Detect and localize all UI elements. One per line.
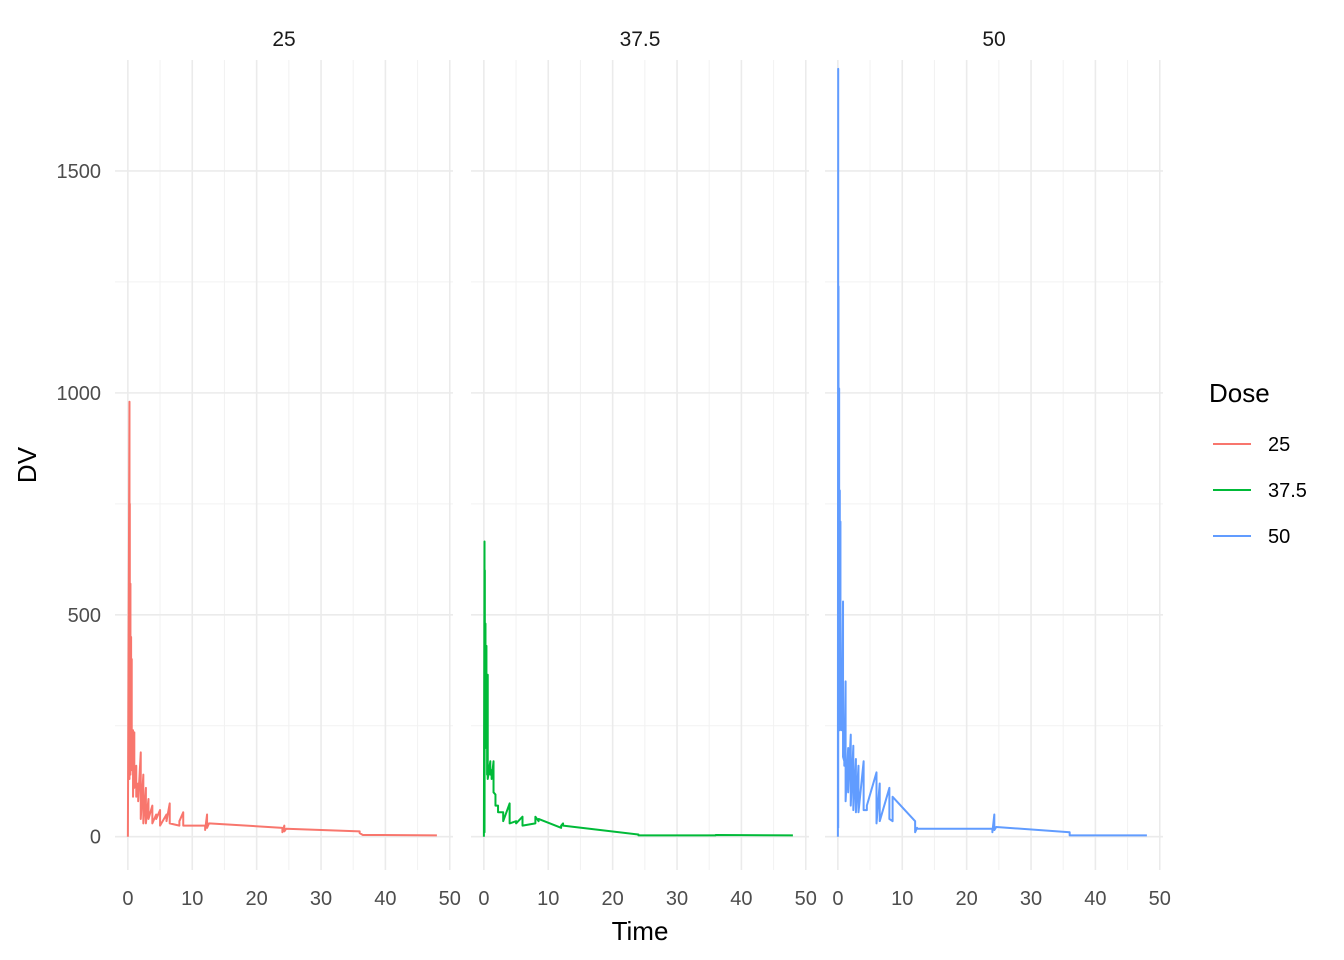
axes: Time DV — [12, 446, 668, 946]
y-tick-label: 500 — [68, 605, 101, 627]
series-line-37.5 — [482, 540, 793, 837]
legend-entry-label: 50 — [1268, 526, 1290, 548]
x-tick-label: 10 — [537, 888, 559, 910]
facet-strip-label: 50 — [982, 28, 1005, 51]
x-tick-label: 50 — [795, 888, 817, 910]
x-tick-label: 30 — [666, 888, 688, 910]
x-tick-label: 50 — [439, 888, 461, 910]
legend-entry-25: 25 — [1213, 434, 1290, 456]
x-tick-label: 30 — [1020, 888, 1042, 910]
facet-strip-label: 25 — [272, 28, 295, 51]
legend-title: Dose — [1209, 378, 1270, 408]
x-tick-label: 40 — [374, 888, 396, 910]
x-tick-label: 20 — [602, 888, 624, 910]
legend-entry-label: 25 — [1268, 434, 1290, 456]
y-tick-label: 1000 — [57, 383, 102, 405]
y-tick-label: 1500 — [57, 161, 102, 183]
x-tick-label: 30 — [310, 888, 332, 910]
y-axis-title: DV — [12, 446, 42, 483]
x-tick-label: 20 — [246, 888, 268, 910]
legend-entry-50: 50 — [1213, 526, 1290, 548]
facet-panel-25: 25 0 10 20 30 40 50 — [115, 28, 461, 910]
series-line-25 — [126, 400, 437, 837]
x-tick-label: 10 — [891, 888, 913, 910]
facet-strip-label: 37.5 — [620, 28, 661, 51]
y-tick-labels: 0 500 1000 1500 — [57, 161, 102, 849]
x-axis-title: Time — [612, 916, 669, 946]
y-tick-label: 0 — [90, 827, 101, 849]
series-line-50 — [836, 67, 1147, 837]
x-tick-label: 40 — [1084, 888, 1106, 910]
legend: Dose 25 37.5 50 — [1209, 378, 1307, 548]
facet-panel-37.5: 37.5 0 10 20 30 40 50 — [471, 28, 817, 910]
x-tick-label: 0 — [122, 888, 133, 910]
x-tick-label: 10 — [181, 888, 203, 910]
facet-panel-50: 50 0 10 20 30 40 50 — [825, 28, 1171, 910]
x-tick-label: 0 — [832, 888, 843, 910]
legend-entry-37.5: 37.5 — [1213, 480, 1307, 502]
x-tick-label: 20 — [956, 888, 978, 910]
x-tick-label: 0 — [478, 888, 489, 910]
legend-entry-label: 37.5 — [1268, 480, 1307, 502]
x-tick-label: 50 — [1149, 888, 1171, 910]
x-tick-label: 40 — [730, 888, 752, 910]
